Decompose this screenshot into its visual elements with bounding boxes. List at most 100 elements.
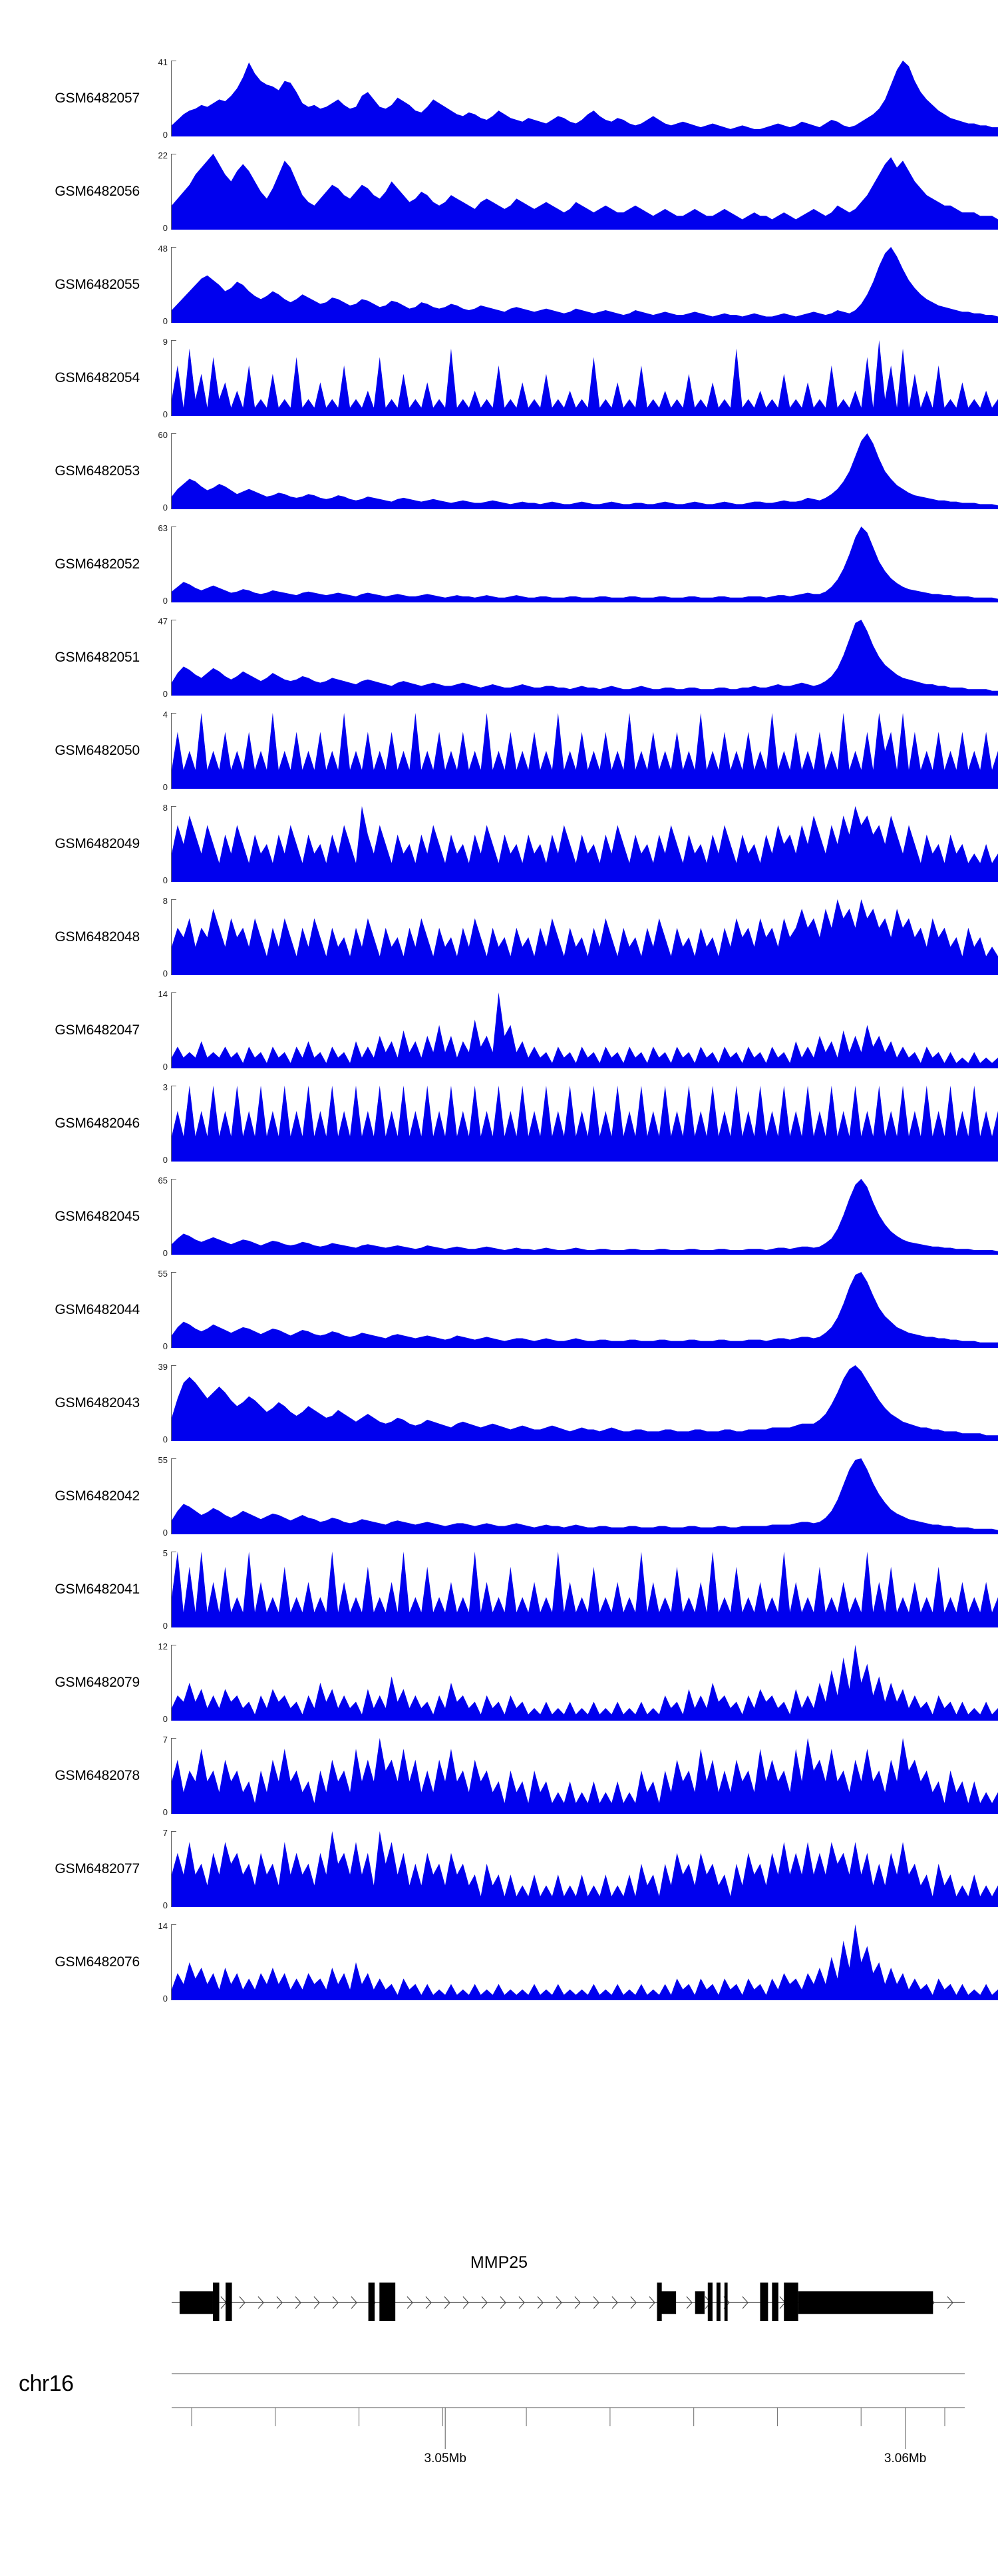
coverage-plot [172,518,998,611]
coverage-plot [172,1916,998,2009]
strand-arrow-icon [351,2296,357,2309]
coverage-track: GSM6482050 4 0 [0,704,998,797]
coverage-area-path [172,992,998,1068]
track-sample-label: GSM6482078 [55,1768,140,1783]
track-label-cell: GSM6482076 [0,1916,145,2009]
coverage-track: GSM6482076 14 0 [0,1916,998,2009]
strand-arrow-icon [276,2296,283,2309]
track-sample-label: GSM6482057 [55,91,140,106]
coverage-plot [172,891,998,984]
coverage-area-path [172,154,998,230]
coverage-track: GSM6482051 47 0 [0,611,998,704]
track-sample-label: GSM6482077 [55,1861,140,1876]
coverage-track: GSM6482077 7 0 [0,1823,998,1916]
track-y-axis: 22 0 [145,145,176,238]
strand-arrow-icon [500,2296,506,2309]
y-axis-min-label: 0 [162,1155,168,1165]
y-axis-max-label: 14 [158,1921,168,1931]
y-axis-max-label: 65 [158,1176,168,1185]
strand-arrow-icon [295,2296,301,2309]
y-axis-min-label: 0 [162,1621,168,1631]
track-sample-label: GSM6482045 [55,1209,140,1224]
strand-arrow-icon [947,2296,953,2309]
coverage-plot [172,331,998,425]
track-sample-label: GSM6482076 [55,1954,140,1970]
y-axis-min-label: 0 [162,1062,168,1072]
strand-arrow-icon [462,2296,469,2309]
track-label-cell: GSM6482077 [0,1823,145,1916]
y-axis-min-label: 0 [162,1714,168,1724]
strand-arrow-icon [481,2296,488,2309]
y-axis-max-label: 47 [158,616,168,626]
track-sample-label: GSM6482056 [55,184,140,199]
y-axis-min-label: 0 [162,316,168,326]
gene-exon-block [760,2282,768,2321]
y-axis-max-label: 4 [162,710,168,720]
track-sample-label: GSM6482051 [55,650,140,665]
y-axis-max-label: 55 [158,1455,168,1465]
y-axis-max-label: 12 [158,1641,168,1651]
track-label-cell: GSM6482053 [0,425,145,518]
coverage-track: GSM6482049 8 0 [0,797,998,891]
gene-exon-block [179,2291,213,2314]
coverage-plot [172,425,998,518]
track-label-cell: GSM6482049 [0,797,145,891]
track-label-cell: GSM6482045 [0,1170,145,1263]
gene-exon-block [798,2291,933,2314]
chromosome-label: chr16 [19,2371,74,2396]
strand-arrow-icon [649,2296,655,2309]
track-y-axis: 63 0 [145,518,176,611]
coverage-plot [172,145,998,238]
track-label-cell: GSM6482043 [0,1357,145,1450]
coverage-plot [172,1636,998,1729]
coverage-track: GSM6482045 65 0 [0,1170,998,1263]
track-label-cell: GSM6482055 [0,238,145,331]
track-sample-label: GSM6482053 [55,463,140,479]
y-axis-min-label: 0 [162,1248,168,1258]
coverage-track: GSM6482044 55 0 [0,1263,998,1357]
track-y-axis: 14 0 [145,1916,176,2009]
y-axis-max-label: 7 [162,1828,168,1838]
coverage-plot [172,984,998,1077]
y-axis-max-label: 3 [162,1082,168,1092]
track-label-cell: GSM6482054 [0,331,145,425]
coverage-track: GSM6482057 41 0 [0,52,998,145]
coverage-area-path [172,1272,998,1348]
coverage-plot [172,1170,998,1263]
track-y-axis: 55 0 [145,1263,176,1357]
coverage-area-path [172,1179,998,1255]
y-axis-min-label: 0 [162,223,168,233]
y-axis-max-label: 9 [162,337,168,347]
coverage-area-path [172,1365,998,1441]
track-sample-label: GSM6482054 [55,370,140,385]
coverage-plot [172,1823,998,1916]
y-axis-min-label: 0 [162,1900,168,1910]
y-axis-max-label: 55 [158,1269,168,1279]
coverage-track: GSM6482053 60 0 [0,425,998,518]
y-axis-min-label: 0 [162,1341,168,1351]
coverage-area-path [172,340,998,416]
y-axis-max-label: 5 [162,1548,168,1558]
y-axis-min-label: 0 [162,130,168,140]
track-label-cell: GSM6482052 [0,518,145,611]
y-axis-min-label: 0 [162,409,168,419]
coverage-plot [172,611,998,704]
y-axis-min-label: 0 [162,782,168,792]
track-label-cell: GSM6482057 [0,52,145,145]
track-sample-label: GSM6482044 [55,1302,140,1317]
track-label-cell: GSM6482051 [0,611,145,704]
gene-exon-block [716,2282,721,2321]
coverage-area-path [172,806,998,882]
track-sample-label: GSM6482043 [55,1395,140,1410]
coverage-track: GSM6482046 3 0 [0,1077,998,1170]
strand-arrow-icon [239,2296,246,2309]
strand-arrow-icon [686,2296,693,2309]
axis-tick-label: 3.05Mb [424,2452,466,2466]
track-label-cell: GSM6482046 [0,1077,145,1170]
